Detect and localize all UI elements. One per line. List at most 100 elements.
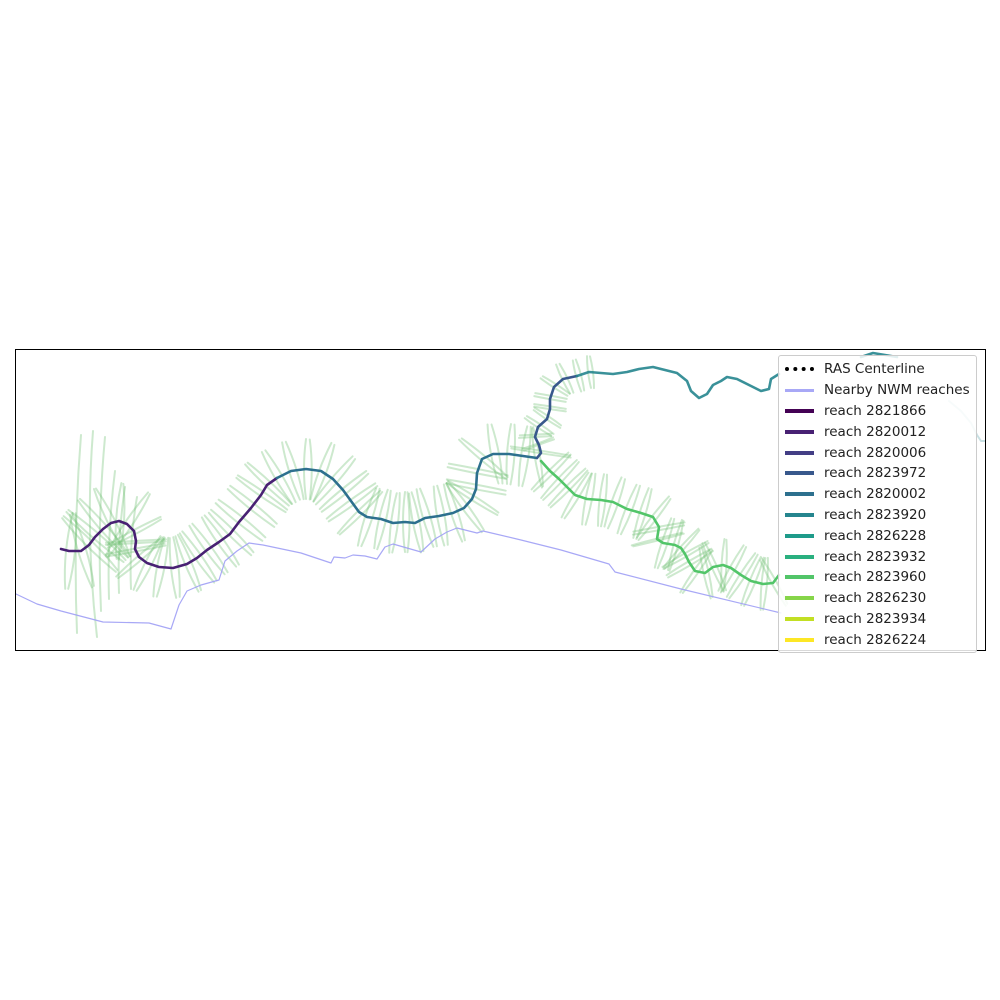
legend-swatch [785, 533, 814, 538]
cross-section-line [446, 466, 508, 480]
cross-section-line [445, 478, 507, 492]
legend-item: reach 2823932 [779, 546, 976, 567]
legend-label: reach 2820006 [824, 444, 927, 461]
cross-section-line [244, 463, 290, 507]
cross-section-line [214, 502, 264, 542]
nwm-reach-line [16, 527, 782, 630]
cross-section-line [446, 479, 500, 514]
legend-item: Nearby NWM reaches [779, 380, 976, 401]
river-map [16, 351, 985, 638]
cross-section-line [510, 447, 572, 459]
cross-section-line [67, 508, 127, 562]
cross-section-line [447, 462, 509, 477]
cross-section-line [76, 499, 130, 559]
cross-section-line [61, 517, 117, 573]
legend-label: reach 2823960 [824, 569, 927, 586]
legend-label: RAS Centerline [824, 361, 925, 378]
cross-section-line [665, 547, 713, 577]
legend-item: reach 2826230 [779, 588, 976, 609]
legend-item: reach 2820006 [779, 442, 976, 463]
legend-swatch [785, 596, 814, 601]
cross-section-line [336, 489, 382, 535]
legend-label: reach 2823932 [824, 548, 927, 565]
cross-section-line [226, 488, 276, 528]
cross-section-line [104, 540, 167, 546]
legend-swatch [785, 637, 814, 642]
legend-label: reach 2826228 [824, 527, 927, 544]
cross-section-line [325, 482, 377, 520]
cross-section-line [217, 498, 267, 539]
legend-item: reach 2820012 [779, 421, 976, 442]
cross-section-line [229, 484, 278, 525]
legend-item: reach 2823960 [779, 567, 976, 588]
legend-label: reach 2826230 [824, 590, 927, 607]
cross-section-line [104, 542, 166, 556]
legend-label: reach 2826224 [824, 631, 927, 648]
legend-item: reach 2826228 [779, 525, 976, 546]
reach-line [59, 476, 279, 570]
cross-section-line [105, 544, 167, 558]
cross-section-line [93, 488, 129, 558]
legend-swatch [785, 512, 814, 517]
cross-section-line [71, 512, 95, 587]
cross-section-line [74, 434, 82, 634]
legend-item: reach 2823934 [779, 609, 976, 630]
cross-section-line [65, 510, 125, 564]
legend-swatch [785, 429, 814, 434]
cross-section-line [458, 438, 506, 480]
cross-section-line [106, 515, 162, 547]
legend-item: reach 2820002 [779, 484, 976, 505]
legend-label: reach 2823934 [824, 610, 927, 627]
cross-section-line [107, 470, 116, 600]
legend-label: reach 2821866 [824, 402, 927, 419]
cross-section-line [662, 542, 710, 570]
legend-item: RAS Centerline [779, 359, 976, 380]
reach-line [539, 459, 781, 586]
cross-section-line [447, 480, 485, 531]
legend-item: reach 2823920 [779, 505, 976, 526]
legend-item: reach 2826224 [779, 629, 976, 650]
cross-section-line [631, 524, 686, 536]
cross-section-line [210, 508, 255, 554]
legend-swatch [785, 388, 814, 392]
cross-section-line [320, 472, 370, 513]
cross-section-line [445, 481, 499, 517]
cross-section-line [106, 518, 163, 549]
nwm-reaches [16, 527, 782, 630]
legend-swatch [785, 575, 814, 580]
legend-label: Nearby NWM reaches [824, 382, 970, 399]
cross-section-line [105, 538, 167, 544]
reach-line [575, 365, 781, 400]
cross-section-line [106, 493, 151, 559]
legend-swatch [785, 616, 814, 621]
legend-label: reach 2823972 [824, 465, 927, 482]
cross-section-line [78, 497, 132, 558]
legend-label: reach 2820002 [824, 486, 927, 503]
legend: RAS Centerline Nearby NWM reaches reach 28… [778, 355, 977, 653]
legend-label: reach 2820012 [824, 423, 927, 440]
cross-section-line [509, 445, 572, 457]
cross-section-line [115, 536, 163, 578]
cross-section-line [236, 474, 289, 511]
legend-item: reach 2821866 [779, 401, 976, 422]
cross-section-line [630, 531, 684, 547]
reach-line [275, 452, 539, 525]
cross-section-line [117, 486, 126, 594]
legend-label: reach 2823920 [824, 506, 927, 523]
legend-swatch [785, 554, 814, 559]
legend-swatch [785, 471, 814, 476]
legend-swatch [785, 450, 814, 455]
cross-sections [61, 355, 789, 638]
legend-swatch [785, 492, 814, 497]
cross-section-line [62, 515, 119, 571]
cross-section-line [98, 436, 106, 612]
cross-section-line [327, 485, 379, 523]
cross-section-line [235, 476, 287, 514]
legend-swatch [785, 367, 814, 372]
cross-section-line [88, 430, 98, 638]
legend-item: reach 2823972 [779, 463, 976, 484]
cross-section-line [318, 470, 368, 510]
cross-section-line [532, 426, 544, 488]
cross-section-line [129, 496, 138, 590]
cross-section-line [445, 482, 507, 496]
